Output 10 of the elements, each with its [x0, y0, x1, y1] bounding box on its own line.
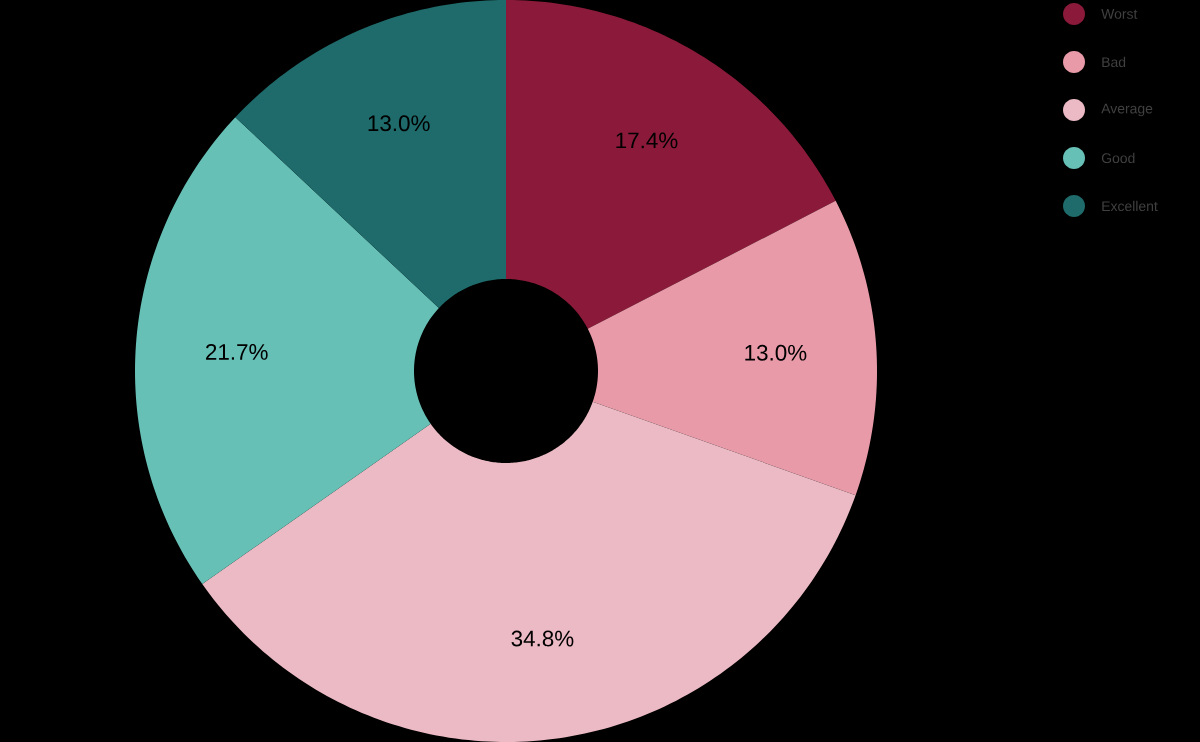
legend-label: Average [1101, 103, 1153, 117]
legend-label: Excellent [1102, 200, 1158, 212]
data-label: 13.0% [745, 344, 807, 361]
data-label: 13.0% [368, 115, 430, 132]
legend-label: Worst [1101, 9, 1138, 19]
data-label: 34.8% [511, 630, 574, 647]
data-label: 21.7% [206, 344, 268, 360]
legend-label: Good [1101, 152, 1135, 164]
legend-label: Bad [1102, 56, 1126, 68]
data-label: 17.4% [616, 132, 678, 149]
